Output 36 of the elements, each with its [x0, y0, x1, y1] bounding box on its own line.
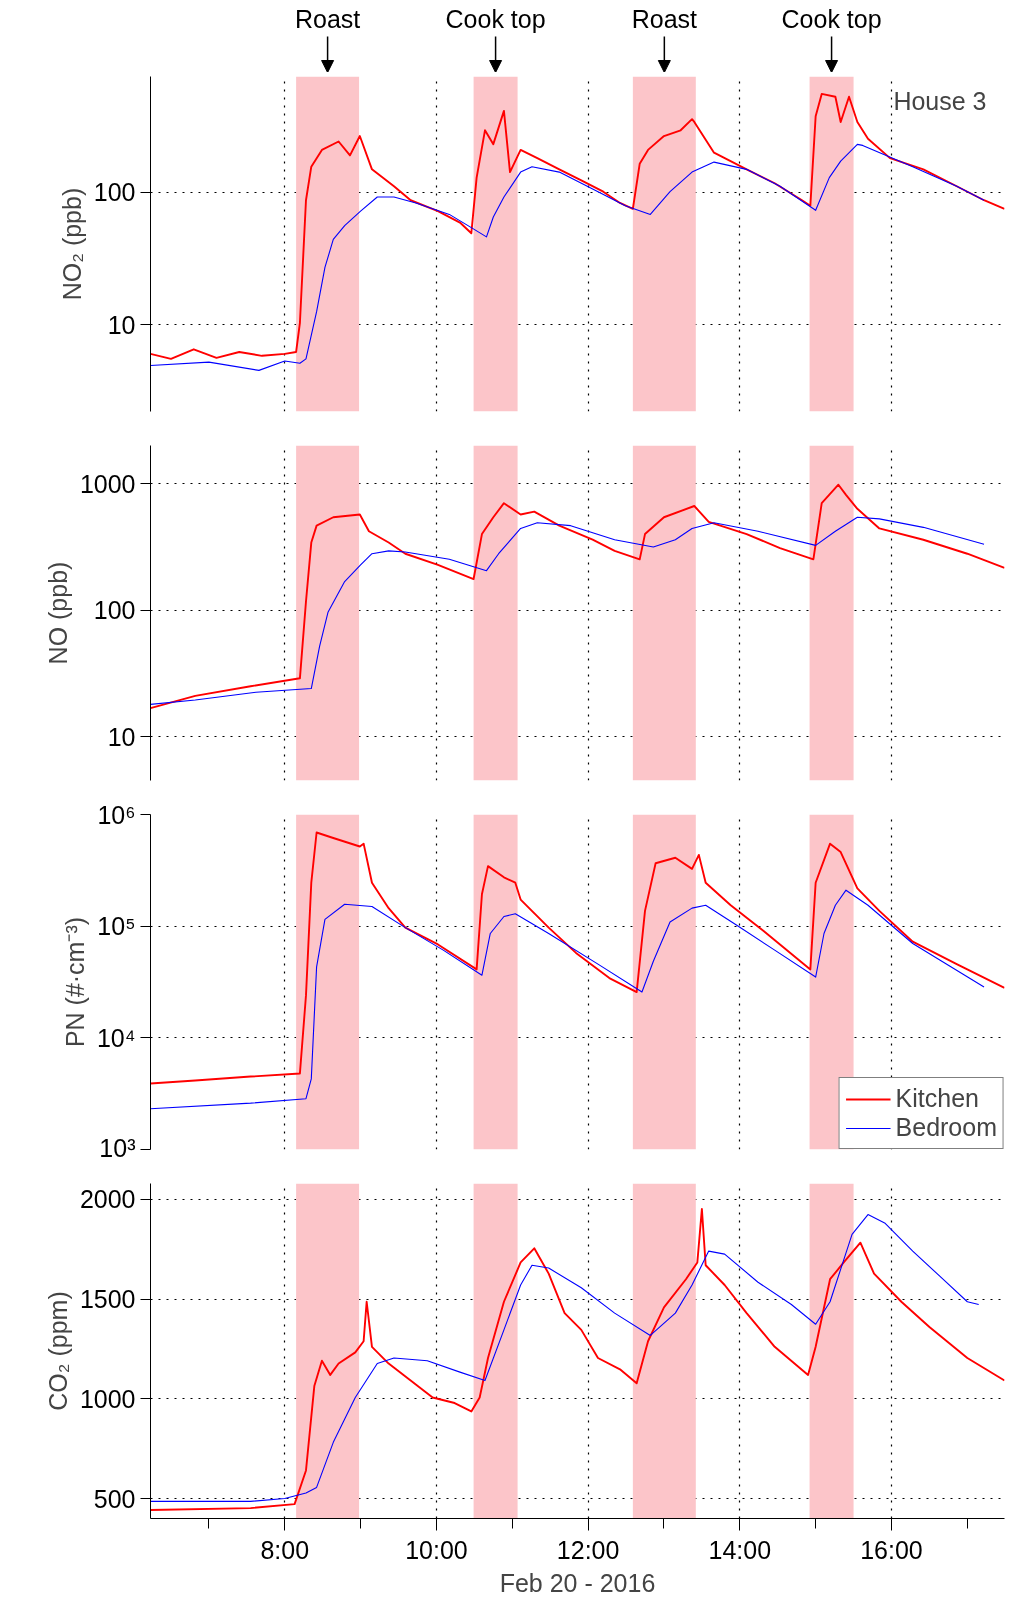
x-tick-label: 14:00 — [708, 1535, 772, 1564]
line-series — [150, 831, 1005, 1085]
y-tick-label: 10 — [107, 310, 136, 339]
y-tick-label: 2000 — [79, 1185, 136, 1214]
band-label: Cook top — [781, 4, 882, 33]
y-tick-label: 10⁶ — [97, 800, 136, 829]
y-tick-label: 1000 — [79, 1384, 136, 1413]
y-axis-title: NO₂ (ppb) — [57, 187, 86, 301]
y-tick-label: 500 — [93, 1484, 136, 1513]
y-axis-title: CO₂ (ppm) — [43, 1291, 72, 1411]
y-tick-label: 100 — [93, 596, 136, 625]
y-tick-label: 10⁵ — [97, 912, 136, 941]
y-tick-label: 10³ — [99, 1133, 136, 1162]
annotation: House 3 — [893, 86, 987, 115]
line-series — [150, 483, 1005, 710]
legend-label: Kitchen — [895, 1084, 979, 1113]
x-tick-label: 10:00 — [405, 1535, 468, 1564]
y-axis-title: NO (ppb) — [43, 561, 72, 665]
band-label: Roast — [294, 4, 361, 33]
band-label: Cook top — [445, 4, 546, 33]
x-tick-label: 8:00 — [260, 1535, 310, 1564]
x-tick-label: 12:00 — [556, 1535, 620, 1564]
line-series — [150, 143, 985, 371]
y-tick-label: 10 — [107, 722, 136, 751]
y-tick-label: 1500 — [79, 1285, 136, 1314]
band-label: Roast — [631, 4, 698, 33]
line-series — [150, 889, 985, 1110]
x-tick-label: 16:00 — [860, 1535, 923, 1564]
line-series — [150, 516, 985, 705]
y-axis-title: PN (#·cm⁻³) — [60, 916, 89, 1048]
line-series — [150, 92, 1005, 360]
x-axis-title: Feb 20 - 2016 — [499, 1568, 656, 1597]
legend-label: Bedroom — [895, 1113, 997, 1142]
y-tick-label: 100 — [93, 178, 136, 207]
y-tick-label: 10⁴ — [96, 1023, 136, 1052]
y-tick-label: 1000 — [79, 469, 136, 498]
